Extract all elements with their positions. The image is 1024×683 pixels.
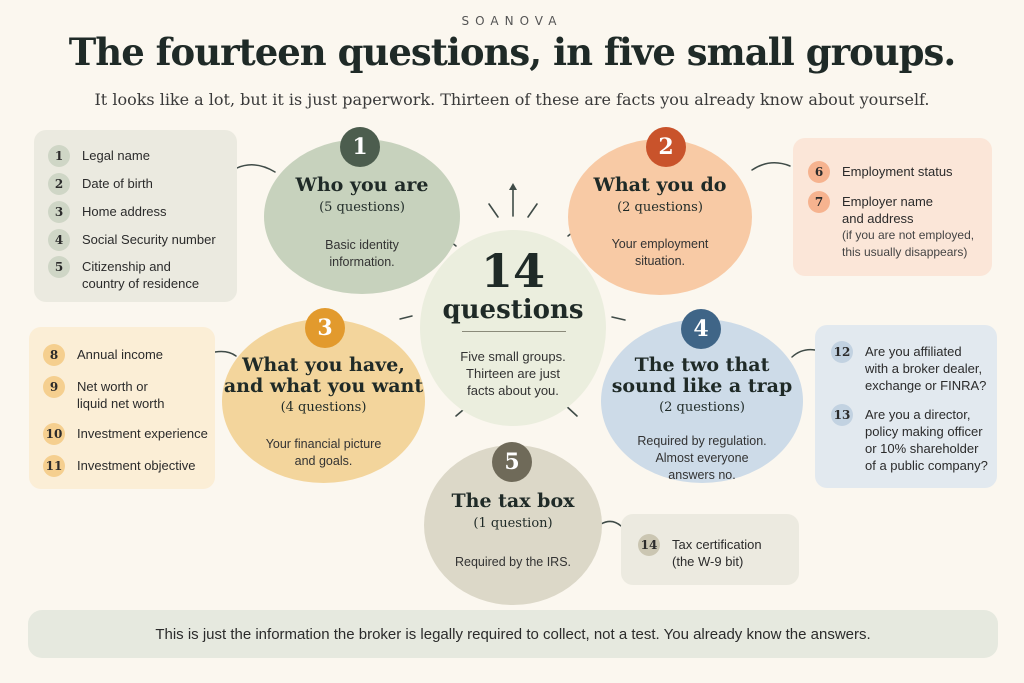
question-number: 7 bbox=[808, 191, 830, 213]
question-number: 3 bbox=[48, 201, 70, 223]
question-number: 11 bbox=[43, 455, 65, 477]
question-label: Investment experience bbox=[77, 426, 208, 441]
question-label: Annual income bbox=[77, 347, 163, 362]
question-number: 14 bbox=[638, 534, 660, 556]
question-item: 5 Citizenship and country of residence bbox=[48, 256, 200, 292]
question-number: 5 bbox=[48, 256, 70, 278]
question-number: 2 bbox=[48, 173, 70, 195]
brand-name: SOANOVA bbox=[461, 14, 563, 28]
question-label: Tax certification (the W-9 bit) bbox=[672, 537, 762, 569]
question-item: 4 Social Security number bbox=[48, 229, 216, 251]
group-3-description: Your financial picture and goals. bbox=[265, 437, 382, 468]
center-total-label: questions bbox=[442, 295, 584, 325]
question-label: Date of birth bbox=[82, 176, 153, 191]
connector-group-3 bbox=[214, 350, 237, 357]
group-1-description: Basic identity information. bbox=[325, 238, 399, 269]
question-number: 8 bbox=[43, 344, 65, 366]
question-item: 8 Annual income bbox=[43, 344, 163, 366]
group-5-description: Required by the IRS. bbox=[454, 555, 572, 569]
group-2-description: Your employment situation. bbox=[611, 237, 709, 268]
group-5-title: The tax box bbox=[451, 490, 575, 512]
question-label: Employer name and address (if you are no… bbox=[842, 194, 975, 259]
question-label: Employment status bbox=[842, 164, 953, 179]
group-4-description: Required by regulation. Almost everyone … bbox=[637, 434, 767, 482]
center-circle bbox=[420, 230, 606, 426]
group-4-title: The two that sound like a trap bbox=[611, 354, 793, 397]
question-number: 9 bbox=[43, 376, 65, 398]
question-item: 9 Net worth or liquid net worth bbox=[43, 376, 165, 412]
question-label: Social Security number bbox=[82, 232, 216, 247]
question-item: 7 Employer name and address (if you are … bbox=[808, 191, 975, 261]
sunburst-arrow-tip bbox=[509, 183, 517, 190]
question-label: Investment objective bbox=[77, 458, 196, 473]
question-label: Home address bbox=[82, 204, 167, 219]
page-title: The fourteen questions, in five small gr… bbox=[68, 30, 956, 74]
group-3-title: What you have, and what you want bbox=[223, 354, 424, 397]
connector-group-5 bbox=[600, 520, 622, 527]
question-label: Legal name bbox=[82, 148, 150, 163]
group-2-badge: 2 bbox=[646, 127, 686, 167]
question-label: Are you affiliated with a broker dealer,… bbox=[865, 344, 987, 393]
footer-note: This is just the information the broker … bbox=[28, 610, 998, 658]
connector-group-1 bbox=[236, 164, 276, 173]
question-label: Citizenship and country of residence bbox=[82, 259, 200, 291]
question-item: 2 Date of birth bbox=[48, 173, 153, 195]
connector-group-2 bbox=[751, 162, 791, 171]
question-item: 13 Are you a director, policy making off… bbox=[831, 404, 988, 474]
center-divider bbox=[462, 331, 566, 332]
connector-group-4 bbox=[791, 348, 816, 358]
question-label: Are you a director, policy making office… bbox=[865, 407, 988, 473]
question-number: 13 bbox=[831, 404, 853, 426]
question-item: 11 Investment objective bbox=[43, 455, 196, 477]
question-item: 14 Tax certification (the W-9 bit) bbox=[638, 534, 762, 570]
group-3-badge: 3 bbox=[305, 308, 345, 348]
group-5-badge: 5 bbox=[492, 442, 532, 482]
question-item: 12 Are you affiliated with a broker deal… bbox=[831, 341, 987, 394]
question-label: Net worth or liquid net worth bbox=[77, 379, 165, 411]
group-1-title: Who you are bbox=[295, 174, 429, 196]
group-2-count: (2 questions) bbox=[617, 200, 703, 215]
question-item: 1 Legal name bbox=[48, 145, 150, 167]
group-4-badge: 4 bbox=[681, 309, 721, 349]
center-description: Five small groups. Thirteen are just fac… bbox=[460, 349, 566, 398]
group-1-badge: 1 bbox=[340, 127, 380, 167]
group-4-count: (2 questions) bbox=[659, 400, 745, 415]
center-total-number: 14 bbox=[480, 244, 545, 298]
question-item: 6 Employment status bbox=[808, 161, 953, 183]
question-number: 4 bbox=[48, 229, 70, 251]
question-number: 10 bbox=[43, 423, 65, 445]
connector-center-group-4 bbox=[611, 316, 626, 321]
question-item: 10 Investment experience bbox=[43, 423, 208, 445]
group-1-count: (5 questions) bbox=[319, 200, 405, 215]
group-2-title: What you do bbox=[593, 174, 727, 196]
question-number: 6 bbox=[808, 161, 830, 183]
group-5-count: (1 question) bbox=[473, 516, 553, 531]
page-subtitle: It looks like a lot, but it is just pape… bbox=[94, 90, 930, 109]
question-item: 3 Home address bbox=[48, 201, 167, 223]
question-number: 12 bbox=[831, 341, 853, 363]
question-number: 1 bbox=[48, 145, 70, 167]
connector-center-group-3 bbox=[399, 315, 413, 320]
group-3-count: (4 questions) bbox=[280, 400, 367, 415]
